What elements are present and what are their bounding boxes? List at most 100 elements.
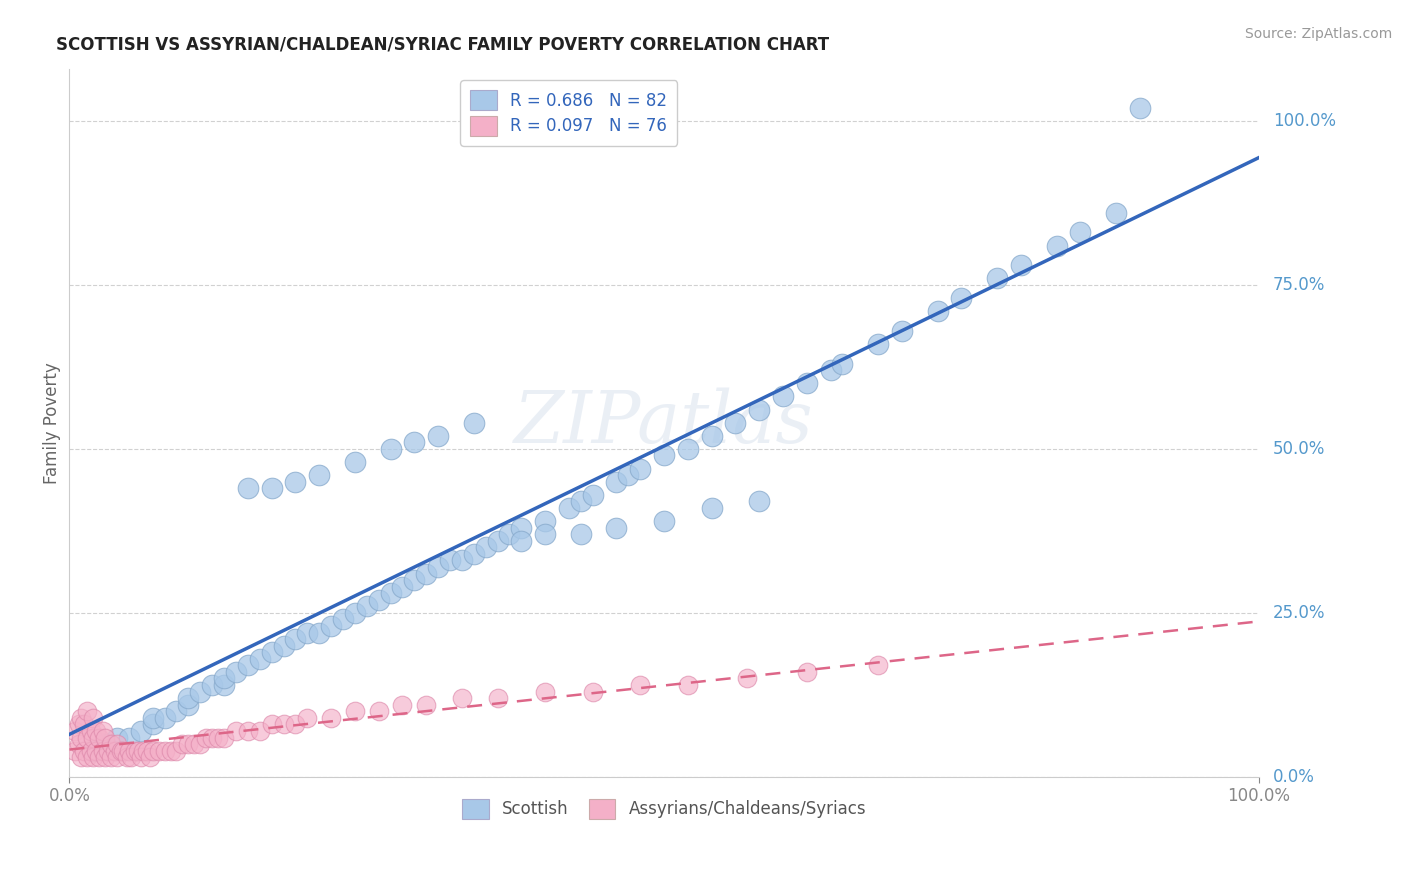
Point: [605, 521, 627, 535]
Point: [474, 541, 496, 555]
Point: [652, 449, 675, 463]
Point: [82, 744, 104, 758]
Point: [297, 711, 319, 725]
Point: [110, 744, 132, 758]
Point: [183, 737, 205, 751]
Point: [404, 435, 426, 450]
Point: [260, 645, 283, 659]
Point: [868, 658, 890, 673]
Point: [166, 704, 188, 718]
Point: [129, 750, 152, 764]
Point: [236, 658, 259, 673]
Point: [96, 744, 118, 758]
Text: 100.0%: 100.0%: [1272, 112, 1336, 130]
Point: [868, 337, 890, 351]
Point: [225, 665, 247, 679]
Point: [70, 731, 93, 745]
Point: [319, 711, 342, 725]
Point: [89, 750, 111, 764]
Point: [132, 744, 155, 758]
Point: [391, 698, 413, 712]
Point: [177, 737, 200, 751]
Text: 25.0%: 25.0%: [1272, 604, 1326, 622]
Point: [73, 744, 96, 758]
Point: [451, 553, 474, 567]
Point: [166, 744, 188, 758]
Point: [236, 723, 259, 738]
Point: [1105, 206, 1128, 220]
Point: [628, 461, 651, 475]
Point: [94, 737, 117, 751]
Point: [890, 324, 912, 338]
Point: [724, 416, 747, 430]
Point: [153, 711, 176, 725]
Point: [486, 691, 509, 706]
Point: [127, 744, 149, 758]
Point: [284, 717, 307, 731]
Point: [986, 271, 1008, 285]
Text: 0.0%: 0.0%: [1272, 768, 1315, 786]
Point: [80, 723, 103, 738]
Point: [582, 684, 605, 698]
Point: [67, 717, 90, 731]
Point: [82, 731, 104, 745]
Point: [343, 455, 366, 469]
Point: [343, 704, 366, 718]
Point: [676, 678, 699, 692]
Point: [142, 744, 165, 758]
Point: [748, 402, 770, 417]
Point: [273, 717, 295, 731]
Point: [172, 737, 194, 751]
Point: [486, 533, 509, 548]
Point: [249, 652, 271, 666]
Point: [76, 731, 98, 745]
Point: [249, 723, 271, 738]
Point: [404, 573, 426, 587]
Point: [76, 750, 98, 764]
Point: [82, 750, 104, 764]
Point: [120, 750, 142, 764]
Point: [105, 737, 128, 751]
Point: [273, 639, 295, 653]
Point: [498, 527, 520, 541]
Point: [91, 744, 114, 758]
Legend: Scottish, Assyrians/Chaldeans/Syriacs: Scottish, Assyrians/Chaldeans/Syriacs: [456, 793, 873, 825]
Point: [772, 389, 794, 403]
Point: [927, 304, 949, 318]
Point: [569, 527, 592, 541]
Point: [284, 632, 307, 647]
Point: [367, 704, 389, 718]
Point: [617, 468, 640, 483]
Point: [534, 684, 557, 698]
Point: [297, 625, 319, 640]
Text: Source: ZipAtlas.com: Source: ZipAtlas.com: [1244, 27, 1392, 41]
Point: [451, 691, 474, 706]
Point: [308, 625, 330, 640]
Point: [159, 744, 181, 758]
Point: [105, 731, 128, 745]
Point: [76, 704, 98, 718]
Point: [124, 744, 146, 758]
Point: [70, 711, 93, 725]
Point: [94, 731, 117, 745]
Point: [177, 698, 200, 712]
Point: [628, 678, 651, 692]
Point: [212, 672, 235, 686]
Point: [67, 737, 90, 751]
Point: [142, 711, 165, 725]
Point: [820, 363, 842, 377]
Point: [652, 514, 675, 528]
Point: [427, 429, 450, 443]
Point: [260, 481, 283, 495]
Point: [73, 717, 96, 731]
Point: [115, 750, 138, 764]
Point: [212, 678, 235, 692]
Point: [439, 553, 461, 567]
Point: [84, 723, 107, 738]
Text: SCOTTISH VS ASSYRIAN/CHALDEAN/SYRIAC FAMILY POVERTY CORRELATION CHART: SCOTTISH VS ASSYRIAN/CHALDEAN/SYRIAC FAM…: [56, 36, 830, 54]
Point: [582, 488, 605, 502]
Point: [319, 619, 342, 633]
Point: [80, 744, 103, 758]
Point: [89, 731, 111, 745]
Point: [463, 416, 485, 430]
